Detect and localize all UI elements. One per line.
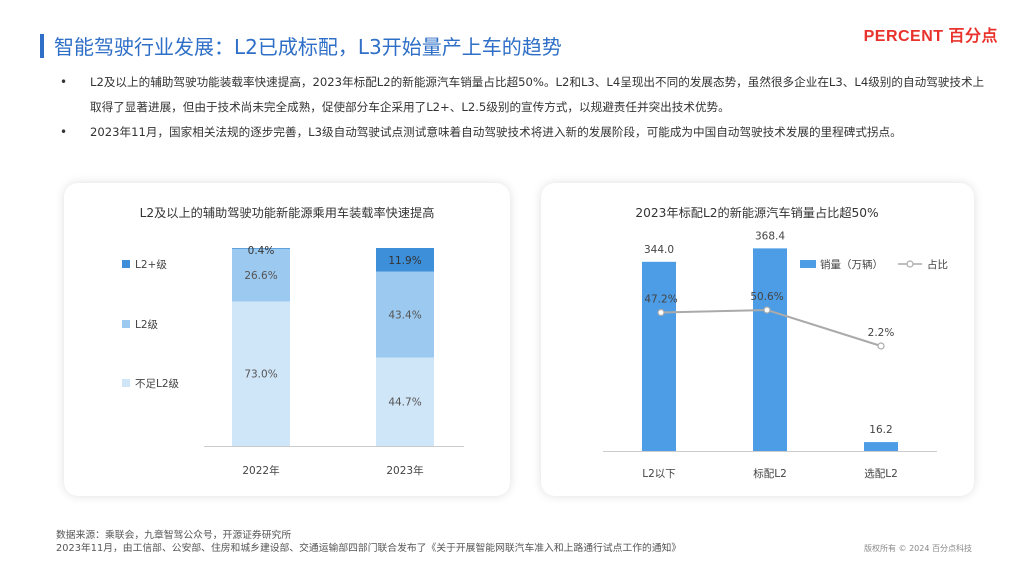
chart2-line-label: 50.6% [750, 291, 783, 303]
chart1-legend-swatch [122, 379, 130, 387]
chart2-line-label: 47.2% [644, 294, 677, 306]
chart2-bar [864, 442, 898, 451]
chart1-x-tick-label: 2023年 [386, 464, 423, 477]
chart2-legend-label-line: 占比 [927, 258, 948, 271]
chart1-x-tick-label: 2022年 [242, 464, 279, 477]
chart2-legend-label-bar: 销量（万辆） [820, 258, 883, 271]
chart1-data-label: 26.6% [244, 270, 277, 282]
chart2-bar-label: 344.0 [644, 244, 674, 256]
chart2-bar [642, 261, 676, 451]
stacked-bar-chart-card: L2及以上的辅助驾驶功能新能源乘用车装载率快速提高 73.0% 26.6% 0.4% 2… [64, 183, 510, 496]
chart2-x-tick-label: L2以下 [642, 468, 676, 480]
bullet-item-2: • 2023年11月，国家相关法规的逐步完善，L3级自动驾驶试点测试意味着自动驾… [60, 120, 990, 145]
chart1-legend-label: L2级 [135, 319, 159, 331]
chart1-bar-segment [232, 301, 290, 446]
chart1-bar-segment [376, 357, 434, 446]
chart2-line-point [877, 342, 885, 350]
chart2-legend-marker [906, 260, 914, 268]
chart2-legend-swatch-bar [800, 260, 816, 268]
chart1-data-label: 11.9% [388, 255, 421, 267]
page-title: 智能驾驶行业发展：L2已成标配，L3开始量产上车的趋势 [54, 35, 562, 59]
bullet-list: • L2及以上的辅助驾驶功能装载率快速提高，2023年标配L2的新能源汽车销量占… [60, 70, 990, 145]
chart2-line-point [657, 308, 665, 317]
chart1-title: L2及以上的辅助驾驶功能新能源乘用车装载率快速提高 [140, 205, 435, 220]
bullet-item-1: • L2及以上的辅助驾驶功能装载率快速提高，2023年标配L2的新能源汽车销量占… [60, 70, 990, 120]
chart2-x-tick-label: 选配L2 [864, 467, 898, 480]
chart2-title: 2023年标配L2的新能源汽车销量占比超50% [635, 205, 878, 220]
chart1-legend-swatch [122, 260, 130, 268]
bullet-dot: • [60, 75, 68, 89]
bullet-text-2: 2023年11月，国家相关法规的逐步完善，L3级自动驾驶试点测试意味着自动驾驶技… [90, 125, 902, 139]
chart2-x-tick-label: 标配L2 [753, 468, 787, 480]
source-line-2: 2023年11月，由工信部、公安部、住房和城乡建设部、交通运输部四部门联合发布了… [56, 543, 682, 554]
chart2-line-point [763, 306, 771, 314]
chart1-bar-segment [376, 248, 434, 272]
chart2-bar [753, 248, 787, 451]
chart1-legend-swatch [122, 320, 130, 328]
data-source-note: 数据来源：乘联会，九章智驾公众号，开源证券研究所 2023年11月，由工信部、公… [56, 529, 681, 555]
copyright-text: 版权所有 © 2024 百分点科技 [864, 544, 972, 553]
brand-logo: PERCENT 百分点 [863, 28, 998, 45]
source-line-1: 数据来源：乘联会，九章智驾公众号，开源证券研究所 [56, 530, 292, 541]
chart1-data-label: 73.0% [244, 369, 277, 381]
combo-bar-line-chart: 2023年标配L2的新能源汽车销量占比超50% 销量（万辆） 占比 344.0 L2以下… [603, 205, 948, 480]
chart2-bar-label: 368.4 [755, 230, 785, 242]
chart1-bar-segment [232, 248, 290, 249]
chart2-bar-label: 16.2 [869, 424, 892, 436]
chart1-legend-label: L2+级 [135, 259, 167, 271]
chart1-data-label: 44.7% [388, 397, 421, 409]
chart1-data-label: 0.4% [248, 245, 275, 257]
chart1-legend-label: 不足L2级 [135, 378, 180, 390]
chart2-line-label: 2.2% [868, 327, 895, 339]
combo-chart-card: 2023年标配L2的新能源汽车销量占比超50% 销量（万辆） 占比 344.0 L2以下… [541, 183, 974, 496]
bullet-dot: • [60, 125, 68, 139]
chart1-bar-segment [232, 248, 290, 302]
chart1-data-label: 43.4% [388, 310, 421, 322]
chart1-bar-segment [376, 271, 434, 358]
bullet-text-1: L2及以上的辅助驾驶功能装载率快速提高，2023年标配L2的新能源汽车销量占比超… [90, 75, 985, 114]
stacked-bar-chart: L2及以上的辅助驾驶功能新能源乘用车装载率快速提高 73.0% 26.6% 0.4% 2… [122, 205, 464, 477]
title-accent-bar [40, 34, 44, 58]
